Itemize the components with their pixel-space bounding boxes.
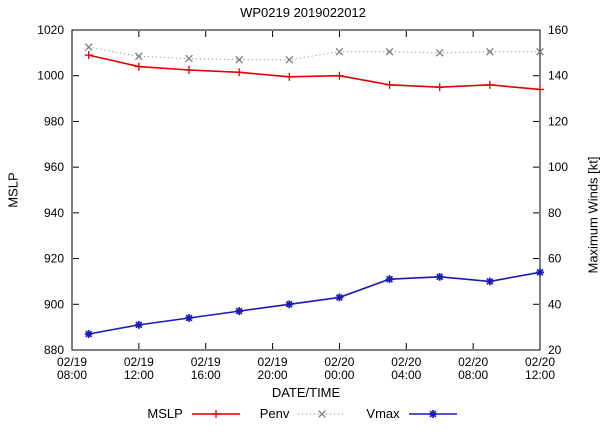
y-left-tick-label: 880 [44, 343, 64, 357]
x-tick-label: 02/19 20:00 [258, 355, 288, 382]
asterisk-marker-icon [285, 300, 294, 309]
x-tick-label: 02/20 00:00 [324, 355, 354, 382]
asterisk-marker-icon [536, 268, 544, 277]
cross-marker-icon [318, 409, 327, 418]
x-tick-label: 02/20 04:00 [391, 355, 421, 382]
cross-marker-icon [235, 55, 244, 64]
plot-border [71, 29, 541, 351]
legend-sample-penv [298, 409, 347, 418]
x-tick-label: 02/19 12:00 [124, 355, 154, 382]
y-right-tick-label: 80 [548, 206, 562, 220]
y-right-tick-label: 100 [548, 160, 568, 174]
plus-marker-icon [385, 80, 394, 89]
plus-marker-icon [285, 72, 294, 81]
legend-sample-mslp [191, 409, 240, 418]
x-tick-label: 02/20 08:00 [458, 355, 488, 382]
legend: MSLP Penv Vmax [0, 406, 606, 421]
legend-item-mslp: MSLP [147, 406, 241, 421]
legend-label-penv: Penv [259, 406, 290, 421]
asterisk-marker-icon [335, 293, 344, 302]
y-right-tick-label: 20 [548, 343, 562, 357]
chart-title: WP0219 2019022012 [240, 5, 366, 20]
cross-marker-icon [485, 47, 494, 56]
cross-marker-icon [335, 47, 344, 56]
series-line-vmax [88, 271, 541, 335]
asterisk-marker-icon [134, 320, 143, 329]
series-line-penv [88, 46, 540, 61]
y-left-tick-label: 960 [44, 160, 64, 174]
cross-marker-icon [435, 48, 444, 57]
plus-marker-icon [235, 68, 244, 77]
cross-marker-icon [84, 43, 93, 52]
series-line-mslp [88, 54, 541, 91]
asterisk-marker-icon [84, 330, 93, 338]
x-tick-label: 02/19 16:00 [191, 355, 221, 382]
legend-sample-vmax [408, 409, 457, 418]
legend-item-vmax: Vmax [366, 406, 458, 421]
plus-marker-icon [134, 62, 143, 71]
asterisk-marker-icon [235, 307, 244, 316]
y-right-tick-label: 160 [548, 23, 568, 37]
y-right-tick-label: 60 [548, 252, 562, 266]
plus-marker-icon [536, 85, 544, 94]
y-left-tick-label: 900 [44, 297, 64, 311]
plus-marker-icon [185, 66, 193, 74]
y-left-tick-label: 1000 [37, 69, 64, 83]
asterisk-marker-icon [185, 314, 193, 322]
legend-label-mslp: MSLP [147, 406, 183, 421]
x-tick-label: 02/20 12:00 [525, 355, 555, 382]
cross-marker-icon [385, 47, 394, 56]
cross-marker-icon [536, 47, 544, 56]
y-right-tick-label: 140 [548, 69, 568, 83]
plus-marker-icon [485, 80, 494, 89]
y-left-tick-label: 940 [44, 206, 64, 220]
legend-item-penv: Penv [260, 406, 349, 421]
plus-marker-icon [84, 51, 93, 60]
y-right-tick-label: 40 [548, 297, 562, 311]
cross-marker-icon [185, 54, 193, 63]
asterisk-marker-icon [435, 272, 444, 281]
plus-marker-icon [435, 83, 444, 92]
y-left-tick-label: 920 [44, 252, 64, 266]
y-right-tick-label: 120 [548, 114, 568, 128]
asterisk-marker-icon [485, 277, 494, 286]
cross-marker-icon [134, 52, 143, 61]
asterisk-marker-icon [428, 409, 437, 418]
y-left-tick-label: 980 [44, 114, 64, 128]
plus-marker-icon [335, 71, 344, 80]
plus-marker-icon [211, 409, 220, 418]
x-axis-label: DATE/TIME [271, 385, 341, 400]
y-left-tick-label: 1020 [37, 23, 64, 37]
asterisk-marker-icon [385, 275, 394, 284]
x-tick-label: 02/19 08:00 [57, 355, 87, 382]
cross-marker-icon [285, 55, 294, 64]
legend-label-vmax: Vmax [366, 406, 400, 421]
